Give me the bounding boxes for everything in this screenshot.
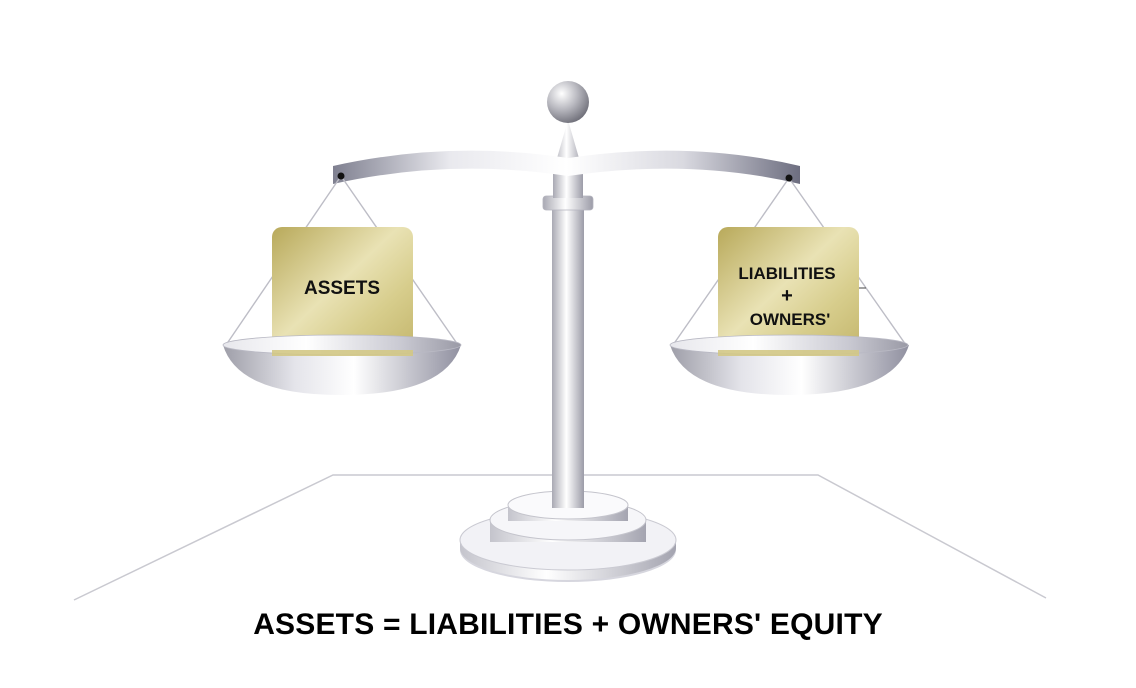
assets-box: ASSETS [272,227,413,360]
owners-line: OWNERS' [750,310,831,329]
scale-beam [333,150,800,184]
plus-sign: + [781,285,793,307]
right-pan [669,334,909,395]
accounting-equation: ASSETS = LIABILITIES + OWNERS' EQUITY [253,608,883,641]
top-knob [547,81,589,123]
assets-box-label: ASSETS [304,278,380,299]
liabilities-line: LIABILITIES [738,264,835,283]
scale-pole [542,120,594,508]
left-pan [222,334,462,395]
